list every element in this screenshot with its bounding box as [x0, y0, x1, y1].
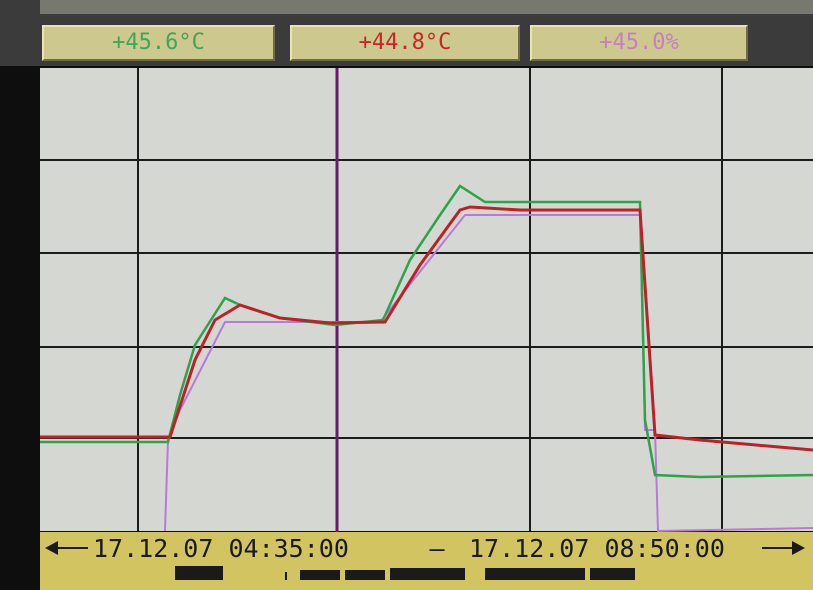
time-start: 17.12.07 04:35:00 — [93, 534, 349, 563]
time-separator: — — [429, 534, 445, 563]
density-block — [390, 568, 465, 580]
screen: +45.6°C +44.8°C +45.0% 17.12.07 04:35:00… — [0, 0, 813, 590]
density-tick — [285, 572, 287, 580]
density-block — [175, 566, 223, 580]
density-block — [485, 568, 585, 580]
time-end: 17.12.07 08:50:00 — [469, 534, 725, 563]
trend-display: 17.12.07 04:35:00 — 17.12.07 08:50:00 — [0, 0, 813, 590]
density-block — [300, 570, 340, 580]
density-block — [345, 570, 385, 580]
density-block — [590, 568, 635, 580]
plot-area — [40, 68, 813, 531]
